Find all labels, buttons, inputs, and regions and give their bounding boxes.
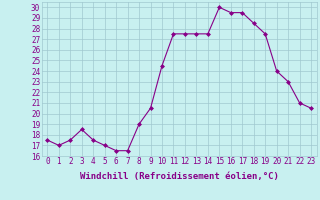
X-axis label: Windchill (Refroidissement éolien,°C): Windchill (Refroidissement éolien,°C) [80, 172, 279, 181]
